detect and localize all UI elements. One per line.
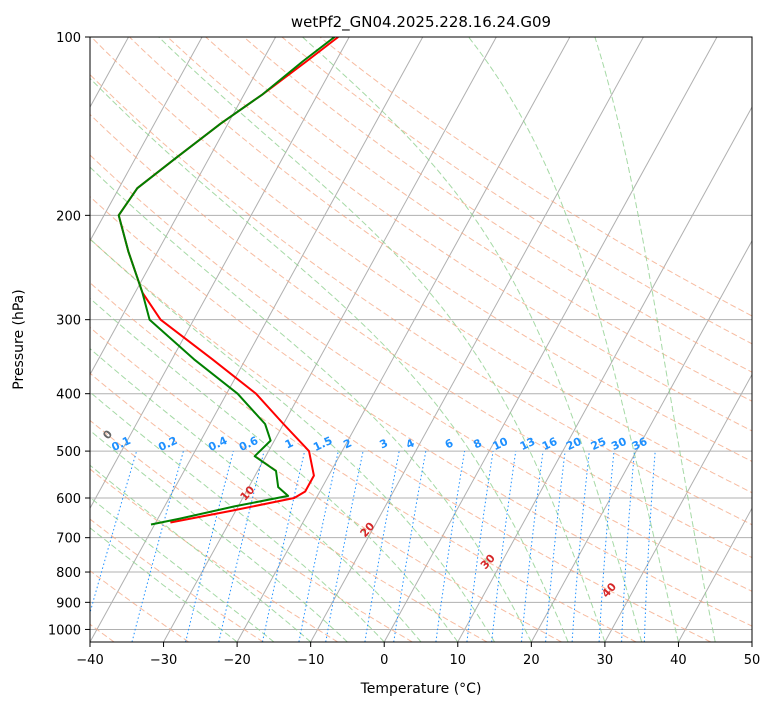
y-tick-label: 100	[56, 31, 81, 46]
y-tick-label: 900	[56, 596, 81, 611]
moist-adiabat-line	[90, 429, 348, 642]
isotherm-line	[604, 373, 752, 642]
mixing-ratio-line	[218, 450, 265, 642]
y-tick-label: 700	[56, 532, 81, 547]
mixing-ratio-line	[491, 451, 517, 642]
dry-adiabat-line	[205, 37, 752, 402]
dry-adiabat-line	[90, 195, 752, 627]
mixing-ratio-line	[262, 450, 306, 642]
x-tick-label: −30	[150, 653, 177, 668]
mixing-ratio-label: 16	[540, 435, 560, 453]
mixing-ratio-line	[90, 450, 138, 615]
moist-adiabat-line	[90, 496, 275, 642]
y-tick-label: 200	[56, 209, 81, 224]
dry-adiabat-line	[167, 37, 752, 432]
mixing-ratio-line	[435, 451, 466, 642]
dry-adiabat-line	[281, 37, 752, 345]
moist-adiabat-line	[90, 527, 238, 642]
x-tick-label: −20	[223, 653, 250, 668]
dry-adiabat-line	[90, 570, 189, 642]
y-axis: 100 200 300 400 500 600 700 800 900 1000	[48, 31, 90, 638]
moist-adiabat-line	[90, 238, 496, 642]
mixing-ratio-line	[185, 450, 234, 642]
dry-adiabat-line	[90, 73, 752, 526]
mixing-ratio-label: 36	[630, 435, 650, 453]
plot-area	[90, 37, 752, 642]
moist-adiabat-line	[594, 37, 716, 642]
dry-adiabat-line	[90, 518, 264, 642]
y-tick-label: 1000	[48, 623, 81, 638]
mixing-ratio-label: 30	[609, 435, 629, 453]
mixing-ratio-label: 13	[518, 435, 537, 453]
y-tick-label: 300	[56, 314, 81, 329]
mixing-ratio-line	[466, 451, 494, 642]
mixing-ratio-line	[545, 451, 566, 642]
x-tick-label: 50	[744, 653, 761, 668]
plot-frame	[89, 36, 753, 643]
moist-adiabat-line	[90, 166, 532, 642]
y-tick-label: 400	[56, 388, 81, 403]
isotherm-line	[90, 37, 277, 376]
mixing-ratio-line	[571, 451, 590, 642]
y-tick-label: 600	[56, 492, 81, 507]
moist-adiabat-line	[468, 37, 679, 642]
y-tick-label: 500	[56, 445, 81, 460]
moist-adiabat-line	[90, 348, 422, 642]
mixing-ratio-line	[598, 451, 615, 642]
mixing-ratio-line	[521, 451, 544, 642]
x-axis-label: Temperature (°C)	[360, 681, 482, 697]
y-tick-label: 800	[56, 566, 81, 581]
moist-adiabat-line	[158, 37, 606, 642]
dry-adiabat-line	[319, 37, 752, 317]
mixing-ratio-label: 20	[564, 435, 584, 453]
dry-adiabat-line	[90, 154, 752, 592]
x-tick-label: 0	[380, 653, 388, 668]
mixing-ratio-line	[131, 450, 184, 642]
chart-title: wetPf2_GN04.2025.228.16.24.G09	[291, 13, 551, 32]
dry-adiabat-line	[90, 468, 339, 642]
isotherm-line	[678, 507, 752, 642]
mixing-ratio-label: 25	[589, 435, 608, 453]
isotherm-line	[383, 37, 718, 642]
isotherm-line	[163, 37, 497, 642]
dry-adiabat-line	[91, 37, 752, 494]
mixing-ratio-label: 10	[491, 435, 511, 453]
moist-adiabat-line	[90, 297, 459, 642]
x-axis: −40 −30 −20 −10 0 10 20 30 40 50	[76, 642, 760, 668]
moist-adiabat-line	[90, 77, 569, 642]
moist-adiabat-line	[90, 391, 385, 642]
x-tick-label: −40	[76, 653, 103, 668]
x-tick-label: 40	[670, 653, 687, 668]
x-tick-label: 30	[597, 653, 614, 668]
isotherm-line	[90, 37, 350, 510]
isotherm-line	[457, 106, 752, 642]
dewpoint-profile	[117, 37, 336, 526]
isotherm-line	[236, 37, 571, 642]
y-axis-label: Pressure (hPa)	[11, 289, 27, 389]
isotherm-line	[530, 239, 752, 642]
x-tick-label: −10	[297, 653, 324, 668]
x-tick-label: 20	[523, 653, 540, 668]
dry-adiabat-line	[90, 372, 488, 642]
dry-adiabat-line	[243, 37, 752, 373]
dry-adiabat-line	[90, 282, 637, 642]
moist-adiabat-line	[302, 37, 643, 642]
isotherm-line	[90, 37, 203, 242]
dry-adiabat-line	[90, 113, 752, 559]
x-tick-label: 10	[450, 653, 467, 668]
moist-adiabat-line	[90, 464, 312, 642]
